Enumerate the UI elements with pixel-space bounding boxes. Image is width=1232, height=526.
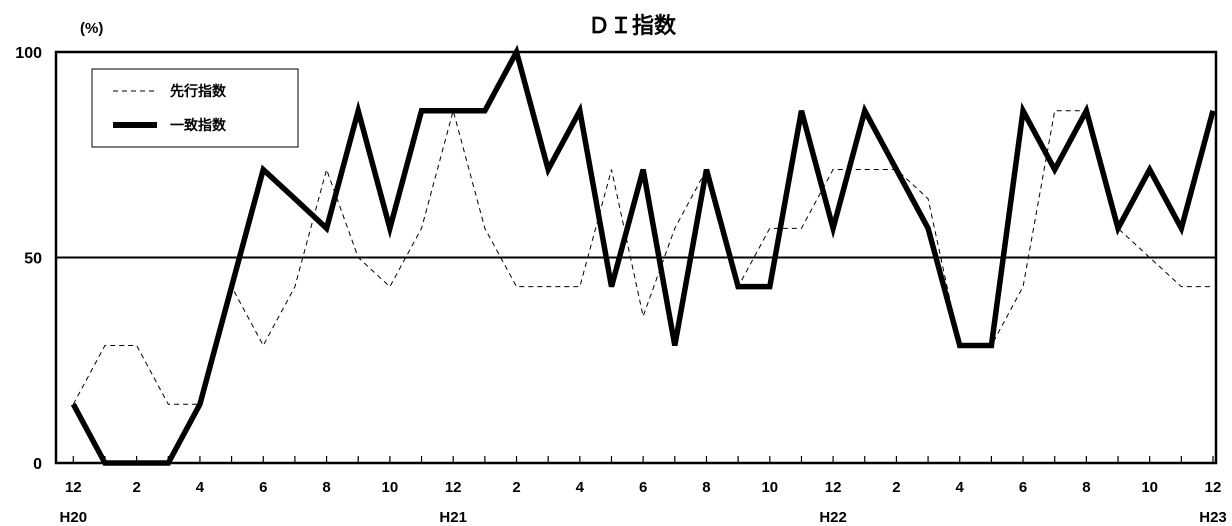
series-layer (70, 44, 1216, 466)
x-tick-label: 4 (956, 479, 965, 496)
x-tick-label: 4 (576, 479, 585, 496)
x-tick-label: 2 (892, 479, 900, 496)
x-tick-label: 8 (322, 479, 330, 496)
legend-label-coincident: 一致指数 (170, 117, 227, 133)
chart-title: ＤＩ指数 (588, 13, 677, 38)
x-tick-label: 4 (196, 479, 205, 496)
y-unit-label: (%) (80, 20, 103, 37)
legend-label-leading: 先行指数 (170, 83, 227, 99)
x-year-label: H22 (819, 509, 847, 526)
y-tick-label: 0 (33, 456, 42, 473)
x-tick-label: 6 (639, 479, 647, 496)
x-year-label: H23 (1199, 509, 1227, 526)
x-year-label: H21 (439, 509, 467, 526)
x-tick-label: 2 (132, 479, 140, 496)
y-axis: 0 50 100 (15, 45, 42, 473)
x-tick-label: 12 (445, 479, 462, 496)
x-tick-label: 10 (1141, 479, 1158, 496)
x-tick-label: 10 (382, 479, 399, 496)
x-tick-label: 6 (259, 479, 267, 496)
x-tick-label: 12 (1205, 479, 1222, 496)
x-year-label: H20 (60, 509, 88, 526)
x-tick-label: 8 (1082, 479, 1090, 496)
y-tick-label: 50 (24, 251, 42, 268)
x-tick-label: 6 (1019, 479, 1027, 496)
x-tick-label: 12 (825, 479, 842, 496)
x-axis: 12 2 4 6 8 10 12 2 4 6 8 10 12 2 4 6 8 10 12 H20 H21 H22 H23 (60, 456, 1227, 526)
x-tick-label: 10 (761, 479, 778, 496)
legend: 先行指数 一致指数 (91, 68, 299, 148)
x-tick-label: 8 (702, 479, 710, 496)
x-tick-label: 2 (512, 479, 520, 496)
series-coincident (70, 44, 1216, 466)
legend-box (91, 68, 299, 148)
series-line-coincident (70, 44, 1216, 466)
x-tick-label: 12 (65, 479, 82, 496)
y-tick-label: 100 (15, 45, 42, 62)
